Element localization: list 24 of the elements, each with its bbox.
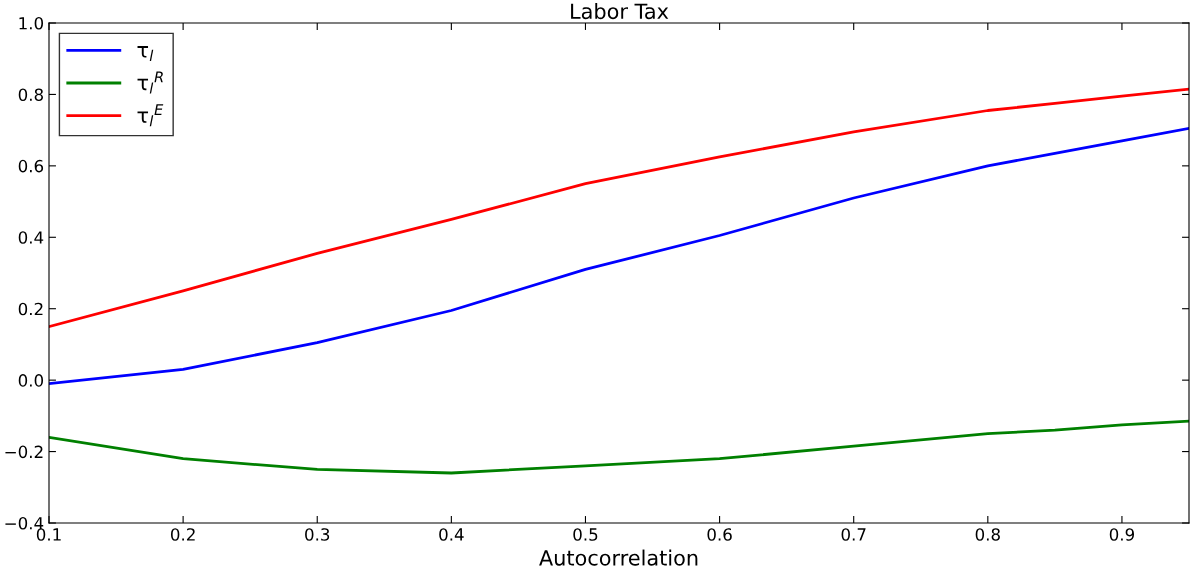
x-tick-label: 0.1 [36, 528, 61, 541]
x-tick-label: 0.7 [841, 528, 866, 541]
x-tick-label: 0.5 [573, 528, 598, 541]
y-tick-label: −0.4 [5, 516, 44, 530]
line-series [49, 419, 1189, 475]
chart-title: Labor Tax [571, 3, 669, 20]
legend-label: τ$_{l}$$^{R}$ [137, 71, 163, 94]
y-tick-label: 0.8 [18, 88, 43, 101]
legend-label: τ$_{l}$ [137, 46, 154, 61]
x-tick-label: 0.8 [975, 528, 1000, 541]
x-axis-title: Autocorrelation [539, 549, 698, 566]
line-series [49, 126, 1189, 386]
x-tick-label: 0.3 [305, 528, 330, 541]
y-tick-label: 1.0 [19, 16, 44, 30]
x-tick-label: 0.6 [707, 528, 732, 541]
legend-label: τ$_{l}$$^{E}$ [137, 104, 164, 127]
x-tick-label: 0.4 [439, 528, 464, 541]
x-tick-label: 0.2 [170, 528, 195, 541]
y-tick-label: 0.6 [18, 159, 44, 173]
y-tick-label: 0.0 [18, 374, 44, 387]
x-tick-label: 0.9 [1109, 528, 1135, 541]
y-tick-label: −0.2 [5, 445, 43, 459]
y-tick-label: 0.2 [18, 302, 43, 316]
y-tick-label: 0.4 [18, 231, 44, 244]
